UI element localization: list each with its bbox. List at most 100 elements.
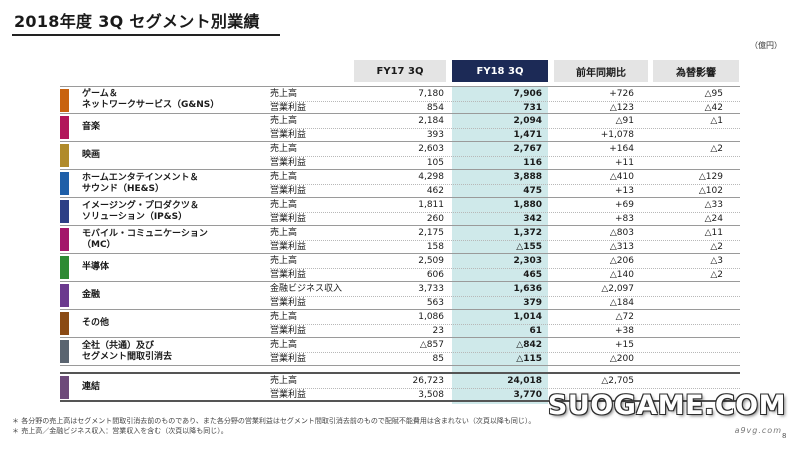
segment-name: 音楽	[82, 114, 100, 141]
value-fx-impact: △42	[704, 103, 723, 113]
metric-label: 営業利益	[270, 130, 307, 140]
value-yoy: △2,705	[601, 376, 634, 386]
value-fx-impact	[653, 338, 723, 352]
value-fy18: 3,770	[513, 390, 542, 400]
metric-label: 売上高	[270, 89, 298, 99]
value-yoy: △313	[609, 242, 634, 252]
value-fx-impact: △129	[698, 172, 723, 182]
header-fx-impact: 為替影響	[653, 60, 739, 82]
segment-name-line: ソリューション（IP&S）	[82, 211, 188, 222]
metric-label: 営業利益	[270, 214, 307, 224]
header-fy18: FY18 3Q	[452, 60, 548, 82]
metric-row: 売上高 △857 △842 +15	[60, 338, 740, 352]
metric-label: 営業利益	[270, 354, 307, 364]
value-yoy: +13	[615, 186, 634, 196]
segment-color-bar	[60, 312, 69, 335]
value-fy17: 2,184	[418, 116, 444, 126]
metric-row: 営業利益 85 △115 △200	[60, 352, 740, 366]
value-yoy: △72	[615, 312, 634, 322]
value-fy18: 1,880	[513, 200, 542, 210]
segment-color-bar	[60, 200, 69, 223]
row-divider	[270, 296, 740, 297]
segment-row: 金融 金融ビジネス収入 3,733 1,636 △2,097 営業利益 563 379 △184	[60, 282, 740, 310]
metric-row: 営業利益 462 475 +13 △102	[60, 184, 740, 198]
value-yoy: +1,078	[600, 130, 634, 140]
value-yoy: +69	[615, 200, 634, 210]
segment-row: 映画 売上高 2,603 2,767 +164 △2 営業利益 105 116 +11	[60, 142, 740, 170]
segment-name-line: （MC）	[82, 239, 116, 250]
value-yoy: △410	[609, 172, 634, 182]
value-fy17: 2,509	[418, 256, 444, 266]
value-fx-impact: △1	[710, 116, 723, 126]
metric-label: 営業利益	[270, 103, 307, 113]
value-fy18: 61	[529, 326, 542, 336]
row-divider	[270, 240, 740, 241]
value-fy17: 563	[426, 298, 444, 308]
metric-row: 営業利益 854 731 △123 △42	[60, 101, 740, 115]
segment-name-line: ゲーム＆	[82, 89, 118, 99]
segment-name: モバイル・コミュニケーション （MC）	[82, 226, 208, 253]
metric-label: 売上高	[270, 376, 298, 386]
value-yoy: +164	[609, 144, 634, 154]
value-fy17: 393	[426, 130, 444, 140]
metric-label: 営業利益	[270, 390, 307, 400]
row-divider	[270, 212, 740, 213]
watermark-subtext: a9vg.com	[734, 426, 782, 435]
metric-label: 売上高	[270, 228, 298, 238]
segment-name: 全社（共通）及び セグメント間取引消去	[82, 338, 172, 365]
value-fx-impact: △11	[704, 228, 723, 238]
value-fy17: 4,298	[418, 172, 444, 182]
segment-color-bar	[60, 340, 69, 363]
value-fy18: 24,018	[507, 376, 542, 386]
segment-name: ホームエンタテインメント＆ サウンド（HE&S）	[82, 170, 198, 197]
segment-row: イメージング・プロダクツ＆ ソリューション（IP&S） 売上高 1,811 1,880 +…	[60, 198, 740, 226]
segment-total: 連結 売上高 26,723 24,018 △2,705 営業利益 3,508 3,770	[60, 372, 740, 402]
value-fx-impact	[653, 374, 723, 388]
value-fy17: 462	[426, 186, 444, 196]
value-fx-impact	[653, 310, 723, 324]
value-fy17: 260	[426, 214, 444, 224]
value-fy17: 606	[426, 270, 444, 280]
row-divider	[270, 156, 740, 157]
value-fy17: 1,811	[418, 200, 444, 210]
value-fy18: 2,094	[513, 116, 542, 126]
metric-label: 売上高	[270, 340, 298, 350]
value-fx-impact: △95	[704, 89, 723, 99]
value-fy18: 1,471	[513, 130, 542, 140]
footnote-2: ＊ 売上高／金融ビジネス収入：営業収入を含む（次頁以降も同じ）。	[12, 427, 228, 435]
metric-row: 売上高 4,298 3,888 △410 △129	[60, 170, 740, 184]
segment-table: ゲーム＆ ネットワークサービス（G&NS） 売上高 7,180 7,906 +726 △95…	[60, 86, 740, 402]
value-fy18: △115	[516, 354, 542, 364]
row-divider	[270, 184, 740, 185]
footnote-1: ＊ 各分野の売上高はセグメント間取引消去前のものであり、また各分野の営業利益はセ…	[12, 417, 536, 425]
segment-color-bar	[60, 116, 69, 139]
metric-row: 金融ビジネス収入 3,733 1,636 △2,097	[60, 282, 740, 296]
value-fx-impact: △2	[710, 242, 723, 252]
metric-label: 営業利益	[270, 270, 307, 280]
metric-row: 売上高 2,603 2,767 +164 △2	[60, 142, 740, 156]
segment-name-line: ホームエンタテインメント＆	[82, 172, 199, 183]
value-yoy: △91	[615, 116, 634, 126]
segment-name: ゲーム＆ ネットワークサービス（G&NS）	[82, 87, 219, 113]
value-fx-impact	[653, 352, 723, 366]
value-fy17: 23	[432, 326, 444, 336]
metric-label: 営業利益	[270, 298, 307, 308]
value-fy18: 379	[523, 298, 542, 308]
value-yoy: △200	[609, 354, 634, 364]
metric-row: 営業利益 3,508 3,770	[60, 388, 740, 402]
value-yoy: △206	[609, 256, 634, 266]
value-yoy: △184	[609, 298, 634, 308]
value-yoy: +83	[615, 214, 634, 224]
segment-name-line: 音楽	[82, 122, 101, 132]
segment-name-line: 半導体	[82, 262, 110, 272]
metric-row: 営業利益 393 1,471 +1,078	[60, 128, 740, 142]
segment-row: その他 売上高 1,086 1,014 △72 営業利益 23 61 +38	[60, 310, 740, 338]
header-yoy: 前年同期比	[554, 60, 648, 82]
watermark: SUOGAME.COM a9vg.com	[538, 388, 796, 444]
value-fx-impact: △33	[704, 200, 723, 210]
title-underline	[12, 34, 280, 36]
metric-label: 売上高	[270, 312, 298, 322]
segment-row: モバイル・コミュニケーション （MC） 売上高 2,175 1,372 △803 △11 営業…	[60, 226, 740, 254]
segment-name: 金融	[82, 282, 100, 309]
segment-name-line: その他	[82, 318, 110, 328]
